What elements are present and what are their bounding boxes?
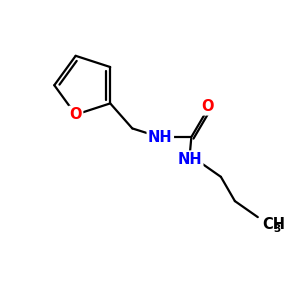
Text: O: O [69,107,82,122]
Text: CH: CH [262,217,285,232]
Text: NH: NH [148,130,172,145]
Text: O: O [201,99,213,114]
Text: 3: 3 [273,224,280,235]
Text: NH: NH [177,152,202,167]
